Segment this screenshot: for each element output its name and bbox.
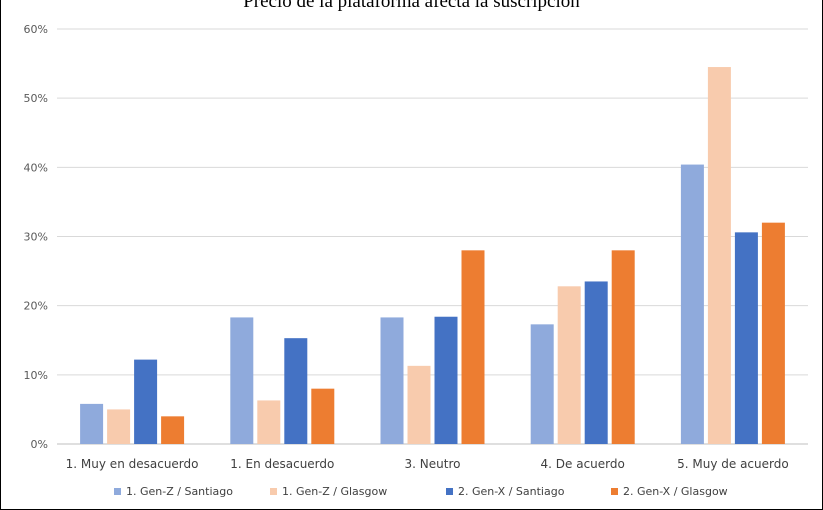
bar bbox=[584, 281, 608, 444]
bar bbox=[107, 409, 131, 444]
legend-label: 1. Gen-Z / Glasgow bbox=[282, 485, 387, 498]
bar bbox=[461, 250, 485, 444]
y-tick-label: 50% bbox=[24, 92, 48, 105]
bar bbox=[434, 316, 458, 444]
bar bbox=[380, 317, 404, 444]
y-tick-label: 20% bbox=[24, 300, 48, 313]
x-category-label: 3. Neutro bbox=[405, 457, 461, 471]
bar bbox=[311, 388, 335, 444]
x-category-label: 4. De acuerdo bbox=[541, 457, 625, 471]
bar bbox=[734, 232, 758, 444]
legend-label: 2. Gen-X / Santiago bbox=[458, 485, 565, 498]
legend-swatch bbox=[270, 488, 277, 495]
bar bbox=[80, 403, 104, 444]
bar bbox=[611, 250, 635, 444]
y-tick-label: 30% bbox=[24, 231, 48, 244]
bar bbox=[761, 222, 785, 444]
bar bbox=[407, 365, 431, 444]
y-tick-label: 10% bbox=[24, 369, 48, 382]
bar bbox=[284, 338, 308, 444]
y-tick-label: 0% bbox=[31, 438, 48, 451]
legend-label: 2. Gen-X / Glasgow bbox=[623, 485, 728, 498]
legend-swatch bbox=[114, 488, 121, 495]
legend-swatch bbox=[446, 488, 453, 495]
legend-swatch bbox=[611, 488, 618, 495]
bar bbox=[134, 359, 158, 444]
bar bbox=[257, 400, 281, 444]
bar bbox=[707, 67, 731, 445]
bar bbox=[230, 317, 254, 444]
x-category-label: 1. En desacuerdo bbox=[230, 457, 334, 471]
bar bbox=[530, 324, 554, 444]
y-tick-label: 60% bbox=[24, 23, 48, 36]
x-category-label: 5. Muy de acuerdo bbox=[677, 457, 789, 471]
y-tick-label: 40% bbox=[24, 161, 48, 174]
chart-title: Precio de la plataforma afecta la suscri… bbox=[243, 0, 580, 12]
x-category-label: 1. Muy en desacuerdo bbox=[66, 457, 199, 471]
bar bbox=[161, 416, 185, 444]
bar bbox=[557, 286, 581, 444]
legend-label: 1. Gen-Z / Santiago bbox=[126, 485, 233, 498]
bar bbox=[680, 164, 704, 445]
